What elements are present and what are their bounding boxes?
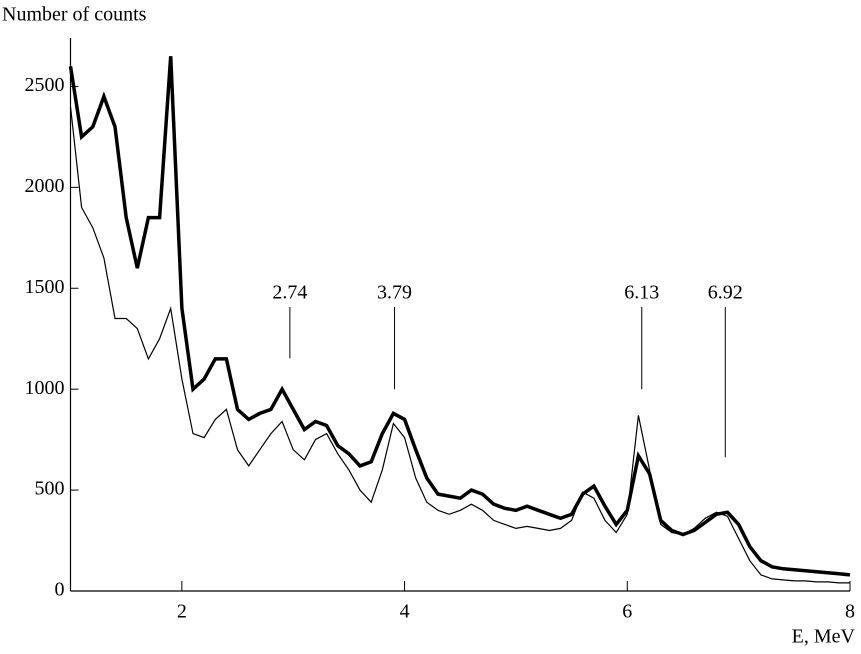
spectrum-line — [68, 56, 851, 577]
spectrum-line — [69, 106, 850, 584]
y-tick-label: 500 — [35, 478, 65, 500]
y-tick-label: 2500 — [25, 74, 65, 96]
x-tick-label: 6 — [622, 601, 632, 623]
annotation-label: 6.13 — [624, 282, 659, 304]
y-axis-label: Number of counts — [2, 4, 147, 26]
x-tick-label: 8 — [845, 601, 855, 623]
x-tick-label: 4 — [400, 601, 410, 623]
y-tick-label: 1000 — [25, 377, 65, 399]
x-tick-label: 2 — [177, 601, 187, 623]
y-tick-label: 2000 — [25, 175, 65, 197]
annotation-label: 2.74 — [272, 282, 307, 304]
x-axis-label: E, MeV — [792, 626, 856, 648]
y-tick-label: 0 — [55, 579, 65, 601]
annotation-label: 6.92 — [708, 282, 743, 304]
y-tick-label: 1500 — [25, 276, 65, 298]
annotation-label: 3.79 — [377, 282, 412, 304]
